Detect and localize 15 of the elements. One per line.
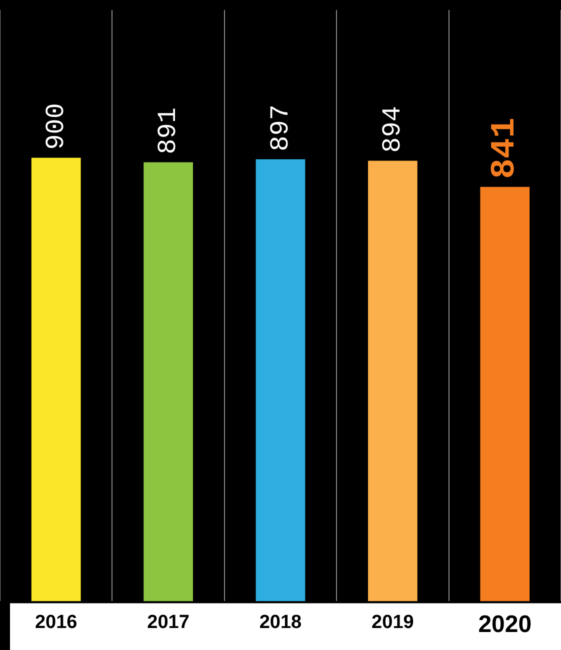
x-tick-label: 2017 [147, 612, 190, 633]
x-tick-label: 2019 [372, 612, 414, 633]
bar [368, 160, 418, 602]
bar [480, 186, 530, 602]
data-label: 894 [378, 106, 408, 153]
bar [31, 158, 81, 602]
bar [256, 159, 306, 602]
x-tick-label: 2016 [34, 612, 78, 633]
data-label: 897 [265, 104, 296, 152]
x-tick-label: 2018 [259, 612, 302, 633]
data-label: 841 [486, 118, 524, 179]
data-label: 900 [40, 102, 71, 150]
bar [144, 162, 193, 602]
x-tick-label: 2020 [478, 611, 532, 638]
data-label: 891 [153, 107, 184, 154]
